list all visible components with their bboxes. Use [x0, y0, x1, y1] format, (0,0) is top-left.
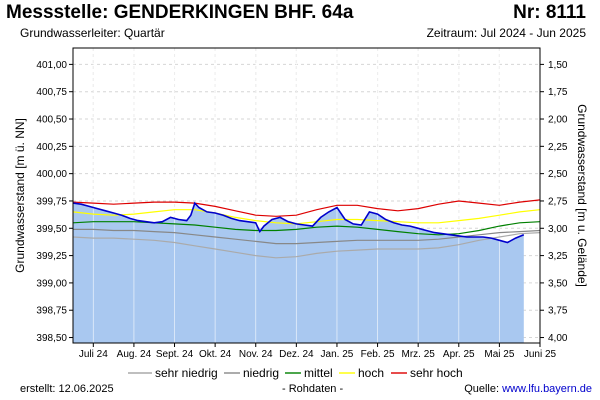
y-tick-label-left: 401,00	[36, 60, 67, 71]
series-hoch-line	[72, 209, 541, 225]
y-tick-label-right: 3,00	[548, 224, 568, 235]
y-tick-label-left: 399,50	[36, 224, 67, 235]
y-tick-label-left: 399,75	[36, 196, 67, 207]
y-tick-label-right: 2,00	[548, 115, 568, 126]
x-tick-label: Aug. 24	[117, 349, 152, 360]
y-axis-label-left: Grundwasserstand [m ü. NN]	[13, 118, 27, 273]
station-number: Nr: 8111	[513, 2, 586, 23]
series-sehr_niedrig-line	[72, 232, 541, 259]
y-tick-label-right: 1,75	[548, 87, 568, 98]
source-note: Quelle: www.lfu.bayern.de	[464, 383, 592, 395]
x-tick-label: Jan. 25	[321, 349, 354, 360]
y-tick-label-right: 4,00	[548, 333, 568, 344]
axes	[69, 47, 544, 347]
legend-label-hoch: hoch	[358, 366, 384, 380]
raw-data-note: - Rohdaten -	[282, 383, 344, 395]
y-tick-label-left: 400,00	[36, 169, 67, 180]
y-tick-label-right: 3,25	[548, 251, 568, 262]
x-tick-label: Mrz. 25	[402, 349, 436, 360]
series-sehr_hoch-line	[72, 199, 541, 217]
legend: sehr niedrig niedrig mittel hoch sehr hoch	[128, 366, 463, 380]
aquifer-label: Grundwasserleiter: Quartär	[20, 26, 165, 40]
y-tick-label-left: 400,25	[36, 142, 67, 153]
y-tick-label-left: 400,50	[36, 115, 67, 126]
x-tick-label: Nov. 24	[239, 349, 273, 360]
y-tick-label-left: 400,75	[36, 87, 67, 98]
page-title: Messstelle: GENDERKINGEN BHF. 64a	[6, 2, 354, 23]
measured-line	[72, 201, 525, 244]
x-tick-label: Dez. 24	[279, 349, 314, 360]
legend-label-sehr_niedrig: sehr niedrig	[155, 366, 218, 380]
y-tick-label-right: 2,25	[548, 142, 568, 153]
plot-frame	[72, 47, 541, 344]
x-tick-label: Sept. 24	[156, 349, 194, 360]
tick-labels: 398,50 4,00 398,75 3,75 399,00 3,50 399,25 3,25…	[13, 60, 589, 360]
y-tick-label-left: 399,25	[36, 251, 67, 262]
legend-label-sehr_hoch: sehr hoch	[410, 366, 463, 380]
created-date: erstellt: 12.06.2025	[20, 383, 114, 395]
source-link[interactable]: www.lfu.bayern.de	[502, 383, 592, 395]
measured-line-group	[72, 201, 525, 244]
source-label: Quelle:	[464, 383, 503, 395]
y-tick-label-right: 3,50	[548, 278, 568, 289]
y-tick-label-right: 2,50	[548, 169, 568, 180]
y-tick-label-left: 398,50	[36, 333, 67, 344]
legend-label-mittel: mittel	[304, 366, 333, 380]
y-tick-label-right: 2,75	[548, 196, 568, 207]
y-axis-label-right: Grundwasserstand [m u. Gelände]	[575, 104, 589, 287]
x-tick-label: Juli 24	[79, 349, 108, 360]
measured-area-fill	[73, 203, 524, 343]
measured-area	[73, 48, 524, 343]
x-tick-label: Apr. 25	[443, 349, 475, 360]
y-tick-label-right: 1,50	[548, 60, 568, 71]
y-tick-label-right: 3,75	[548, 306, 568, 317]
x-tick-label: Juni 25	[524, 349, 557, 360]
x-tick-label: Okt. 24	[199, 349, 232, 360]
x-tick-label: Mai 25	[484, 349, 514, 360]
y-tick-label-left: 399,00	[36, 278, 67, 289]
legend-label-niedrig: niedrig	[243, 366, 279, 380]
x-tick-label: Feb. 25	[361, 349, 395, 360]
period-label: Zeitraum: Jul 2024 - Jun 2025	[426, 26, 586, 40]
y-tick-label-left: 398,75	[36, 306, 67, 317]
